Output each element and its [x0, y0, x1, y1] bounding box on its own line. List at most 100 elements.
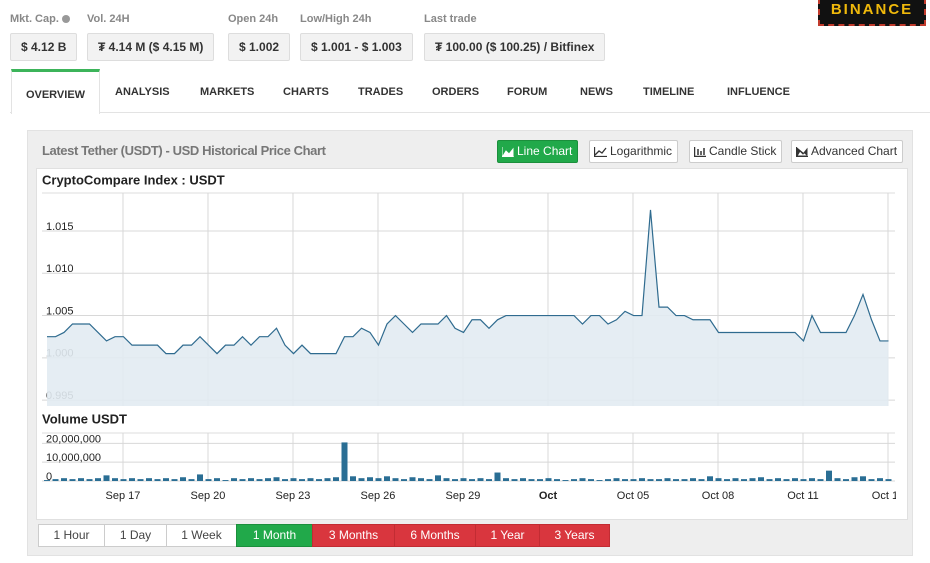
volume-bar [834, 478, 841, 481]
volume-bar [350, 476, 356, 481]
volume-bar [800, 479, 807, 481]
tab[interactable]: FORUM [507, 86, 548, 98]
volume-bar [868, 479, 875, 481]
volume-bar [129, 478, 135, 481]
price-line [47, 209, 889, 355]
stat-label: Open 24h [228, 13, 279, 25]
volume-bar [579, 478, 586, 481]
volume-bar [851, 477, 858, 481]
volume-bar [783, 479, 790, 481]
volume-bar [273, 477, 280, 481]
range-button[interactable]: 3 Months [312, 524, 395, 547]
stat-value: $ 4.12 B [10, 33, 78, 61]
x-tick-label: Sep 26 [361, 490, 396, 502]
x-tick-label: Sep 23 [276, 490, 311, 502]
range-button[interactable]: 1 Hour [38, 524, 105, 547]
tab[interactable]: TRADES [358, 86, 404, 98]
volume-bar [843, 479, 849, 481]
volume-bar [367, 477, 373, 481]
volume-bar [477, 478, 484, 481]
volume-bar [562, 480, 569, 481]
x-tick-label: Sep 29 [446, 490, 481, 502]
range-button[interactable]: 3 Years [539, 524, 610, 547]
stat-label: Last trade [424, 13, 477, 25]
x-tick-label: Oct 11 [787, 490, 819, 502]
volume-bar [452, 479, 458, 481]
tab[interactable]: OVERVIEW [11, 69, 100, 114]
volume-bar [163, 478, 169, 481]
volume-bar [154, 479, 161, 481]
volume-bar [214, 478, 220, 481]
volume-bar [222, 480, 229, 481]
chart-button[interactable]: Candle Stick [689, 140, 783, 163]
range-button[interactable]: 1 Month [236, 524, 313, 547]
volume-bar [239, 479, 246, 481]
volume-bar [188, 479, 195, 481]
info-icon[interactable] [61, 15, 70, 23]
logo[interactable]: BINANCE [818, 0, 926, 26]
volume-bar [146, 478, 152, 481]
stat-value: ₮ 100.00 ($ 100.25) / Bitfinex [424, 33, 606, 61]
volume-bar [180, 477, 186, 481]
volume-bar [647, 479, 654, 481]
volume-bar [333, 477, 339, 481]
volume-bar [290, 478, 297, 481]
range-button[interactable]: 1 Day [104, 524, 167, 547]
volume-bar [299, 479, 305, 481]
range-button[interactable]: 1 Week [166, 524, 237, 547]
y-tick-label: 0 [46, 471, 52, 483]
panel-title: Latest Tether (USDT) - USD Historical Pr… [42, 143, 326, 158]
tab[interactable]: TIMELINE [643, 86, 695, 98]
volume-bar [758, 477, 764, 481]
button-text: Logarithmic [610, 144, 673, 158]
volume-bar [673, 479, 679, 481]
volume-bar [809, 478, 815, 481]
volume-bar [630, 479, 637, 481]
volume-bar [384, 476, 390, 481]
volume-bar [766, 479, 773, 481]
volume-bar [605, 479, 611, 481]
chart-button[interactable]: Logarithmic [589, 140, 679, 163]
volume-bar [265, 478, 271, 481]
icon [693, 147, 706, 158]
volume-bar [137, 479, 144, 481]
volume-bar [248, 478, 254, 481]
button-text: Candle Stick [709, 144, 777, 158]
volume-bar [724, 479, 730, 481]
volume-bar [537, 479, 543, 481]
stat-label: Vol. 24H [87, 13, 130, 25]
tab[interactable]: INFLUENCE [727, 86, 790, 98]
volume-bar [571, 479, 577, 481]
tab[interactable]: ORDERS [432, 86, 480, 98]
tab[interactable]: MARKETS [200, 86, 255, 98]
volume-bar [78, 478, 84, 481]
tab[interactable]: CHARTS [283, 86, 329, 98]
volume-bar [588, 479, 594, 481]
tab[interactable]: ANALYSIS [115, 86, 170, 98]
range-button[interactable]: 6 Months [394, 524, 476, 547]
volume-bar [44, 480, 50, 481]
volume-bar [282, 479, 288, 481]
x-tick-label: Oct 05 [617, 490, 649, 502]
tab[interactable]: NEWS [580, 86, 613, 98]
x-tick-label: Oct 08 [702, 490, 734, 502]
volume-bar [95, 478, 101, 481]
volume-bar [358, 478, 365, 481]
volume-bar [690, 478, 696, 481]
button-text: Line Chart [517, 144, 573, 158]
chart-button[interactable]: Line Chart [497, 140, 579, 163]
x-tick-label: Oct [539, 490, 558, 502]
chart-button[interactable]: Advanced Chart [791, 140, 904, 163]
button-text: Advanced Chart [811, 144, 898, 158]
volume-bar [316, 479, 322, 481]
volume-bar [69, 479, 76, 481]
volume-bar [409, 477, 416, 481]
icon [593, 147, 607, 158]
stat-label: Mkt. Cap. [10, 13, 70, 25]
volume-bar [545, 478, 552, 481]
volume-bar [401, 479, 407, 481]
y-tick-label: 20,000,000 [46, 433, 101, 445]
volume-bar [256, 479, 263, 481]
